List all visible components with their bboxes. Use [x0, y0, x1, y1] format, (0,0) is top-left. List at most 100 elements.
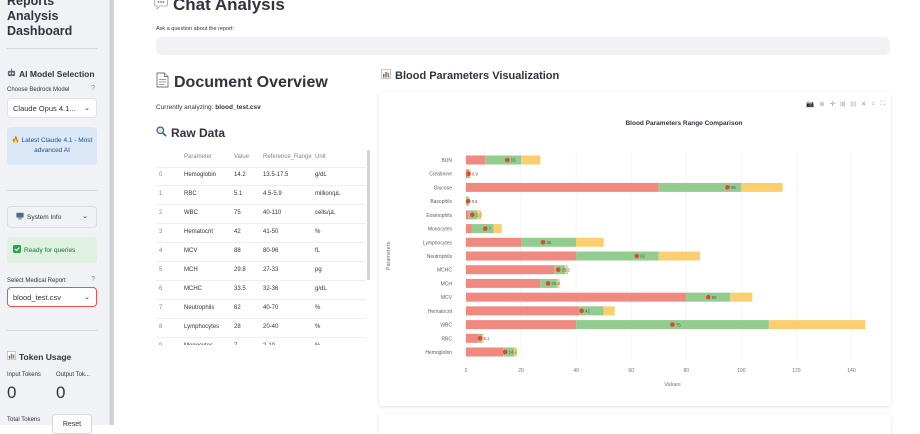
y-tick-label: Neutrophils: [427, 254, 453, 260]
range-comparison-chart[interactable]: Blood Parameters Range Comparison 0 20 40 60…: [379, 92, 891, 406]
table-row[interactable]: 1 RBC 5.1 4.5-5.9 million/µL: [156, 186, 366, 205]
value-marker: [545, 281, 551, 286]
low-range-bar: [466, 347, 504, 357]
value-label: 42: [585, 309, 590, 314]
input-tokens-value: 0: [7, 383, 17, 402]
value-cell: 28: [234, 324, 241, 330]
chart-toolbar: 📷 ⊕ ✛ ⊞ ⊟ ✕ ⌂ ⛶: [806, 100, 885, 108]
value-label: 0.9: [472, 171, 478, 176]
range-cell: 32-36: [263, 286, 279, 292]
value-cell: 29.8: [234, 267, 246, 273]
help-icon[interactable]: ?: [91, 276, 95, 283]
table-row[interactable]: 3 Hematocrit 42 41-50%: [156, 224, 366, 243]
raw-data-table[interactable]: Parameter Value Reference_Range Unit 0 He…: [156, 149, 372, 345]
row-index: 7: [159, 305, 163, 311]
table-row[interactable]: 5 MCH 29.8 27-33 pg: [156, 262, 366, 281]
raw-data-title-text: Raw Data: [171, 126, 226, 140]
value-label: 29.8: [552, 281, 561, 286]
column-header[interactable]: Value: [234, 154, 249, 160]
reset-axes-icon[interactable]: ⌂: [871, 100, 876, 107]
fullscreen-icon[interactable]: ⛶: [880, 100, 885, 107]
chat-input[interactable]: [156, 37, 890, 55]
row-index: 3: [159, 229, 163, 235]
table-row[interactable]: 8 Lymphocytes 28 20-40%: [156, 319, 366, 338]
model-select-label: Choose Bedrock Model: [7, 87, 70, 93]
chevron-down-icon: ⌄: [84, 105, 90, 112]
table-scrollbar[interactable]: [367, 150, 370, 280]
computer-icon: [16, 212, 24, 222]
chevron-down-icon: ⌄: [82, 213, 88, 220]
table-row[interactable]: 4 MCV 88 80-96 fL: [156, 243, 366, 262]
x-tick-label: 80: [683, 368, 689, 374]
sidebar: Reports Analysis Dashboard AI Model Sele…: [0, 0, 110, 434]
value-cell: 62: [234, 305, 241, 311]
value-marker: [502, 349, 508, 355]
range-cell: 27-33: [263, 267, 279, 273]
high-range-bar: [658, 251, 701, 261]
zoom-out-icon[interactable]: ⊟: [850, 101, 857, 108]
help-icon[interactable]: ?: [91, 85, 95, 92]
unit-cell: fL: [315, 248, 321, 254]
value-marker: [465, 198, 471, 204]
value-label: 95: [731, 185, 736, 190]
bar-chart-icon: [7, 351, 16, 362]
report-select-value: blood_test.csv: [13, 292, 61, 302]
parameter-cell: Hemoglobin: [184, 172, 217, 178]
status-text: Ready for queries: [24, 246, 76, 254]
x-tick-label: 120: [792, 368, 801, 374]
row-index: 4: [159, 248, 163, 254]
low-range-bar: [466, 155, 486, 165]
low-range-bar: [466, 320, 577, 330]
y-tick-label: Hemoglobin: [425, 350, 452, 356]
report-select[interactable]: blood_test.csv ⌄: [7, 287, 97, 307]
table-row[interactable]: 7 Neutrophils 62 40-70%: [156, 300, 366, 319]
token-usage-heading: Token Usage: [7, 351, 71, 362]
token-usage-heading-text: Token Usage: [19, 351, 72, 362]
table-row[interactable]: 0 Hemoglobin 14.2 13.5-17.5 g/dL: [156, 167, 366, 186]
value-label: 2.3: [476, 213, 482, 218]
x-tick-label: 0: [465, 368, 468, 374]
output-tokens-value: 0: [56, 383, 66, 402]
system-info-expander[interactable]: System Info ⌄: [7, 206, 97, 228]
model-select-value: Claude Opus 4.1...: [13, 103, 76, 113]
low-range-bar: [466, 306, 579, 316]
column-header[interactable]: Unit: [315, 154, 326, 160]
value-marker: [579, 308, 584, 314]
model-select[interactable]: Claude Opus 4.1... ⌄: [7, 98, 97, 118]
value-cell: 14.2: [234, 172, 246, 178]
zoom-icon[interactable]: ⊕: [819, 101, 825, 108]
sidebar-resize-handle[interactable]: [110, 0, 114, 425]
y-tick-label: Lymphocytes: [423, 240, 453, 246]
camera-icon[interactable]: 📷: [806, 101, 815, 108]
high-range-bar: [741, 182, 783, 192]
doc-title-text: Document Overview: [174, 73, 328, 91]
column-header[interactable]: Parameter: [184, 154, 213, 160]
row-index: 5: [159, 267, 163, 273]
input-tokens-label: Input Tokens: [7, 372, 41, 378]
unit-cell: g/dL: [315, 286, 327, 292]
high-range-bar: [730, 292, 753, 302]
check-icon: [13, 245, 21, 255]
model-info-alert: 🔥 Latest Claude 4.1 - Most advanced AI: [7, 127, 97, 165]
column-header[interactable]: Reference_Range: [263, 154, 312, 160]
pan-icon[interactable]: ✛: [829, 101, 836, 108]
reset-button[interactable]: Reset: [52, 414, 92, 434]
value-marker: [670, 322, 675, 327]
table-row[interactable]: 6 MCHC 33.5 32-36 g/dL: [156, 281, 366, 300]
value-label: 14.2: [509, 350, 518, 355]
value-marker: [477, 335, 483, 341]
low-range-bar: [466, 278, 541, 288]
analyzing-text: Currently analyzing: blood_test.csv: [156, 104, 261, 111]
status-success-alert: Ready for queries: [7, 237, 97, 263]
high-range-bar: [576, 237, 604, 247]
zoom-in-icon[interactable]: ⊞: [840, 101, 846, 108]
table-row[interactable]: 9 Monocytes 7 2-10%: [156, 338, 366, 345]
autoscale-icon[interactable]: ✕: [861, 101, 867, 108]
total-tokens-label: Total Tokens: [7, 417, 41, 423]
value-label: 75: [676, 322, 681, 327]
table-row[interactable]: 2 WBC 75 40-110 cells/µL: [156, 205, 366, 224]
x-tick-label: 40: [573, 368, 579, 374]
range-cell: 20-40: [263, 324, 279, 330]
y-tick-label: MCV: [441, 295, 453, 301]
x-tick-label: 100: [737, 368, 746, 374]
